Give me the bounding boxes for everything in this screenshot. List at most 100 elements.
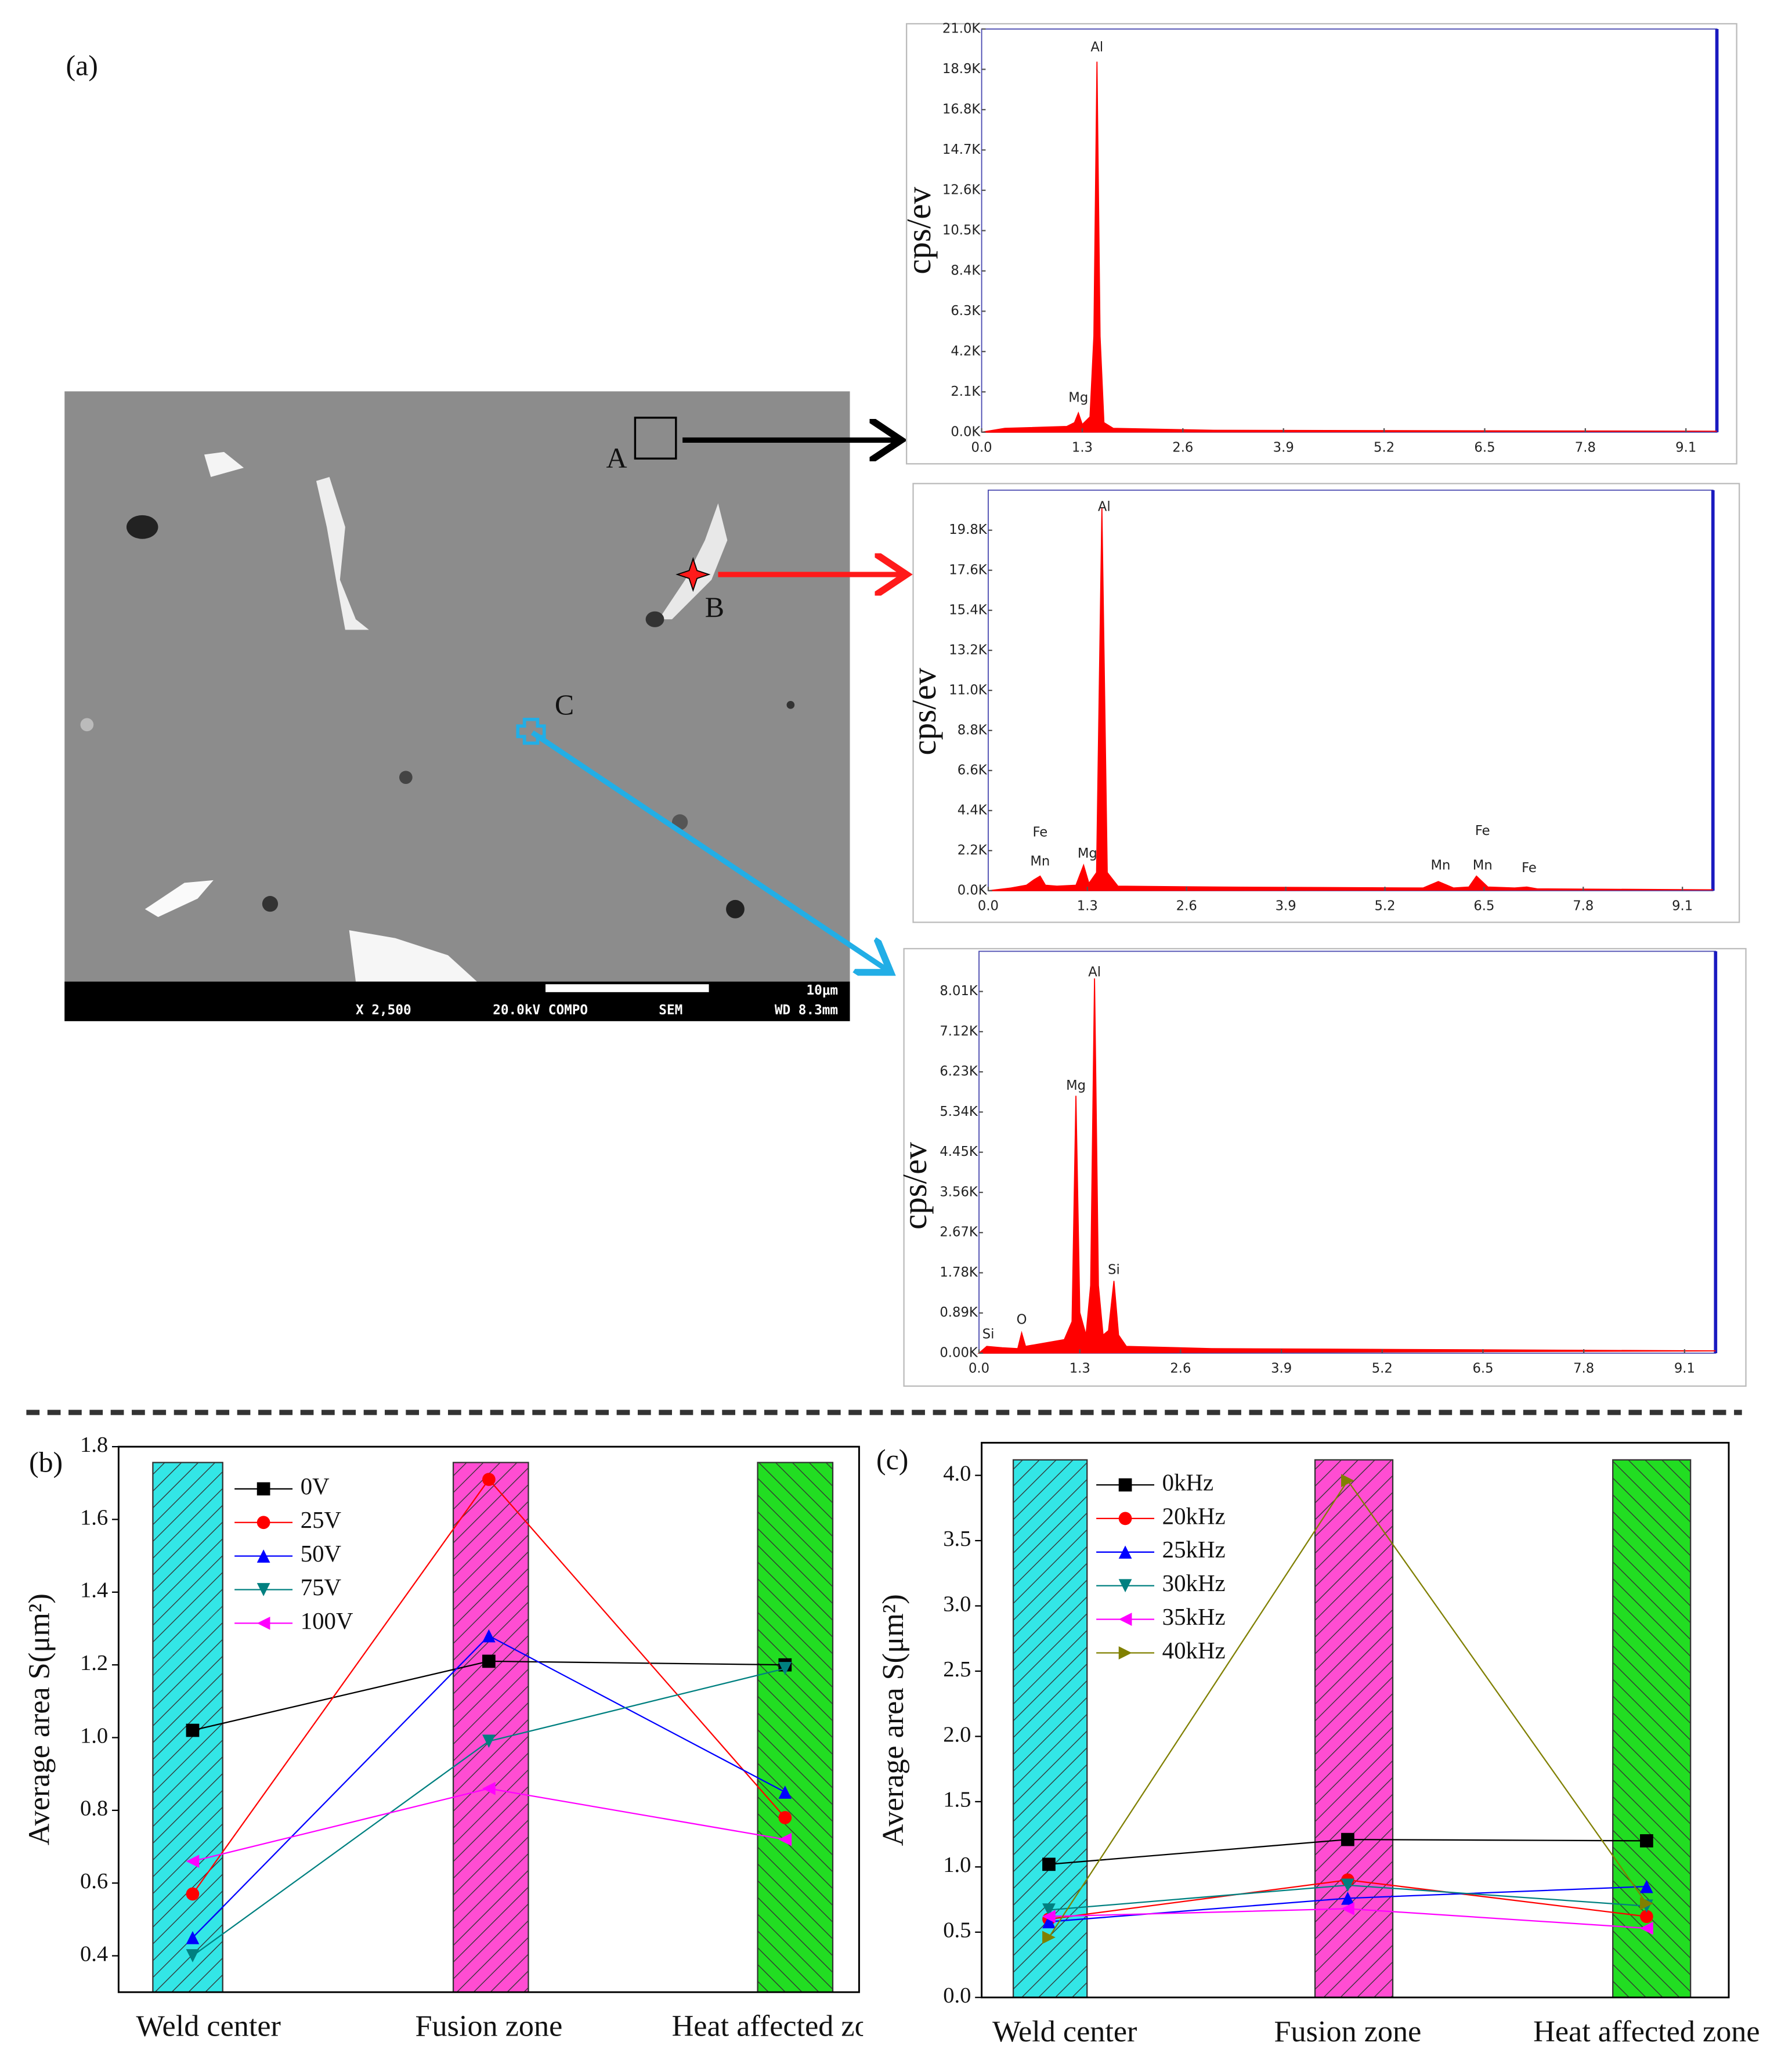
x-tick-label: Weld center <box>992 2015 1137 2048</box>
x-tick-label: 0.0 <box>971 440 992 456</box>
line-chart: 0.0 0.5 1.0 1.5 2.0 2.5 3.0 3.5 4.0 Weld center Fu… <box>943 1441 1760 2048</box>
x-tick-label: 6.5 <box>1472 1361 1493 1376</box>
peak-label: Al <box>1090 39 1103 55</box>
marker <box>1042 1915 1056 1929</box>
marker <box>1640 1834 1653 1848</box>
y-tick-label: 2.2K <box>958 843 988 858</box>
x-tick-label: Heat affected zone <box>672 2009 898 2043</box>
peak-label: Al <box>1088 964 1101 979</box>
y-tick-label: 2.0 <box>943 1722 971 1747</box>
marker <box>1042 1931 1056 1944</box>
x-tick-label: Fusion zone <box>1274 2015 1422 2048</box>
x-tick-label: 5.2 <box>1372 1361 1393 1376</box>
plot-frame <box>117 1445 860 1993</box>
y-tick-label: 0.00K <box>940 1345 978 1360</box>
marker <box>186 1723 200 1737</box>
marker <box>1341 1474 1354 1487</box>
x-tick-label: 0.0 <box>978 899 999 914</box>
y-tick-label: 4.0 <box>943 1461 971 1485</box>
marker <box>482 1734 496 1748</box>
marker <box>186 1931 200 1944</box>
peak-label: Mn <box>1030 854 1050 869</box>
y-tick-label: 3.56K <box>940 1184 978 1199</box>
panel-label: (c) <box>876 1443 908 1476</box>
y-tick-label: 1.4 <box>80 1578 108 1603</box>
peak-label: Fe <box>1032 825 1047 840</box>
legend-marker <box>256 1549 270 1563</box>
sem-info: 20.0kV COMPO <box>493 1003 588 1018</box>
legend-label: 40kHz <box>1162 1638 1226 1664</box>
y-tick-label: 1.8 <box>80 1433 108 1457</box>
x-tick-label: 2.6 <box>1170 1361 1191 1376</box>
x-tick-label: Heat affected zone <box>1533 2015 1760 2048</box>
peak-label: Si <box>982 1327 995 1342</box>
y-tick-label: 0.6 <box>80 1869 108 1893</box>
zone-band <box>757 1462 834 1993</box>
y-tick-label: 5.34K <box>940 1104 978 1119</box>
y-tick-label: 2.5 <box>943 1657 971 1682</box>
x-tick-label: 7.8 <box>1573 1361 1594 1376</box>
peak-label: Mn <box>1430 858 1450 873</box>
marker <box>186 1949 200 1962</box>
panel-frame <box>906 23 1737 465</box>
y-tick-label: 21.0K <box>942 21 981 37</box>
point-label: B <box>705 591 724 623</box>
marker <box>778 1662 792 1675</box>
marker <box>1042 1857 1056 1871</box>
x-tick-label: 6.5 <box>1473 899 1494 914</box>
legend-label: 30kHz <box>1162 1570 1226 1596</box>
legend-marker <box>256 1482 270 1496</box>
x-tick-label: Weld center <box>136 2009 281 2043</box>
y-tick-label: 6.6K <box>958 762 988 778</box>
y-tick-label: 1.2 <box>80 1651 108 1675</box>
line-chart: 0.4 0.6 0.8 1.0 1.2 1.4 1.6 1.8 Weld center Fusio… <box>80 1433 898 2043</box>
y-tick-label: 1.0 <box>943 1853 971 1877</box>
peak-label: Mg <box>1078 846 1097 861</box>
y-tick-label: 0.0 <box>943 1983 971 2008</box>
x-tick-label: Fusion zone <box>415 2009 562 2043</box>
marker <box>482 1473 496 1486</box>
x-tick-label: 9.1 <box>1675 440 1696 456</box>
point-label: C <box>555 688 574 721</box>
marker <box>1640 1896 1653 1910</box>
legend-label: 25V <box>301 1507 342 1533</box>
x-tick-label: 6.5 <box>1474 440 1495 456</box>
y-tick-label: 7.12K <box>940 1024 978 1039</box>
legend-label: 25kHz <box>1162 1537 1226 1563</box>
y-tick-label: 0.4 <box>80 1942 108 1966</box>
sem-info: SEM <box>659 1003 682 1018</box>
x-tick-label: 1.3 <box>1077 899 1098 914</box>
marker <box>1640 1921 1653 1935</box>
x-tick-label: 0.0 <box>969 1361 989 1376</box>
peak-label: Al <box>1098 500 1111 515</box>
legend-marker <box>1118 1545 1132 1559</box>
y-tick-label: 13.2K <box>949 642 988 657</box>
plot-frame <box>981 1441 1730 1998</box>
y-tick-label: 3.5 <box>943 1527 971 1551</box>
marker <box>1341 1832 1354 1846</box>
zone-band <box>452 1462 529 1993</box>
y-tick-label: 10.5K <box>942 223 981 238</box>
panel-label: (a) <box>66 49 98 82</box>
y-tick-label: 2.67K <box>940 1225 978 1240</box>
marker <box>186 1887 200 1901</box>
y-tick-label: 8.8K <box>958 722 988 738</box>
y-tick-label: 18.9K <box>942 62 981 77</box>
y-tick-label: 4.45K <box>940 1144 978 1159</box>
legend-marker <box>256 1583 270 1596</box>
x-tick-label: 5.2 <box>1374 899 1395 914</box>
peak-label: Fe <box>1522 861 1537 876</box>
legend-marker <box>1118 1646 1132 1660</box>
y-tick-label: 19.8K <box>949 522 988 537</box>
legend-label: 50V <box>301 1541 342 1567</box>
x-tick-label: 7.8 <box>1575 440 1596 456</box>
zone-band <box>1314 1459 1394 1998</box>
y-tick-label: 3.0 <box>943 1592 971 1616</box>
y-axis-label: cps/ev <box>905 667 943 755</box>
legend-label: 100V <box>301 1608 353 1634</box>
legend-marker <box>256 1516 270 1530</box>
marker <box>778 1785 792 1799</box>
y-tick-label: 15.4K <box>949 602 988 617</box>
marker <box>1341 1878 1354 1892</box>
